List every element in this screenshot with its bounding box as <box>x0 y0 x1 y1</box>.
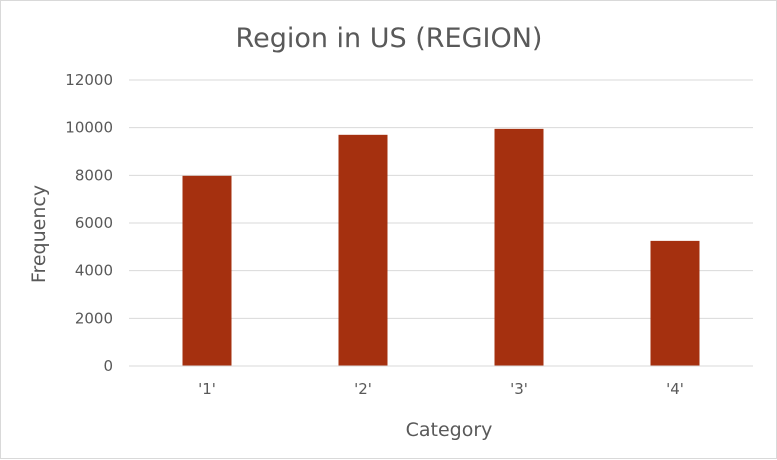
y-axis-ticks: 0 2000 4000 6000 8000 10000 12000 <box>65 71 113 375</box>
y-tick-label: 8000 <box>75 166 113 184</box>
x-tick-label: '1' <box>198 380 216 398</box>
x-tick-label: '3' <box>510 380 528 398</box>
y-tick-label: 12000 <box>65 71 113 89</box>
x-tick-label: '2' <box>354 380 372 398</box>
x-axis-ticks: '1' '2' '3' '4' <box>198 380 684 398</box>
y-axis-label: Frequency <box>28 185 50 283</box>
chart-title: Region in US (REGION) <box>236 23 543 54</box>
y-tick-label: 6000 <box>75 214 113 232</box>
x-tick-label: '4' <box>666 380 684 398</box>
bar <box>182 175 232 366</box>
y-tick-label: 4000 <box>75 262 113 280</box>
x-axis-label: Category <box>406 419 493 441</box>
bar <box>650 240 700 366</box>
gridlines <box>129 79 753 319</box>
y-tick-label: 10000 <box>65 119 113 137</box>
bar <box>494 128 544 366</box>
bars <box>182 128 700 366</box>
bar <box>338 134 388 366</box>
y-tick-label: 0 <box>103 357 113 375</box>
y-tick-label: 2000 <box>75 309 113 327</box>
